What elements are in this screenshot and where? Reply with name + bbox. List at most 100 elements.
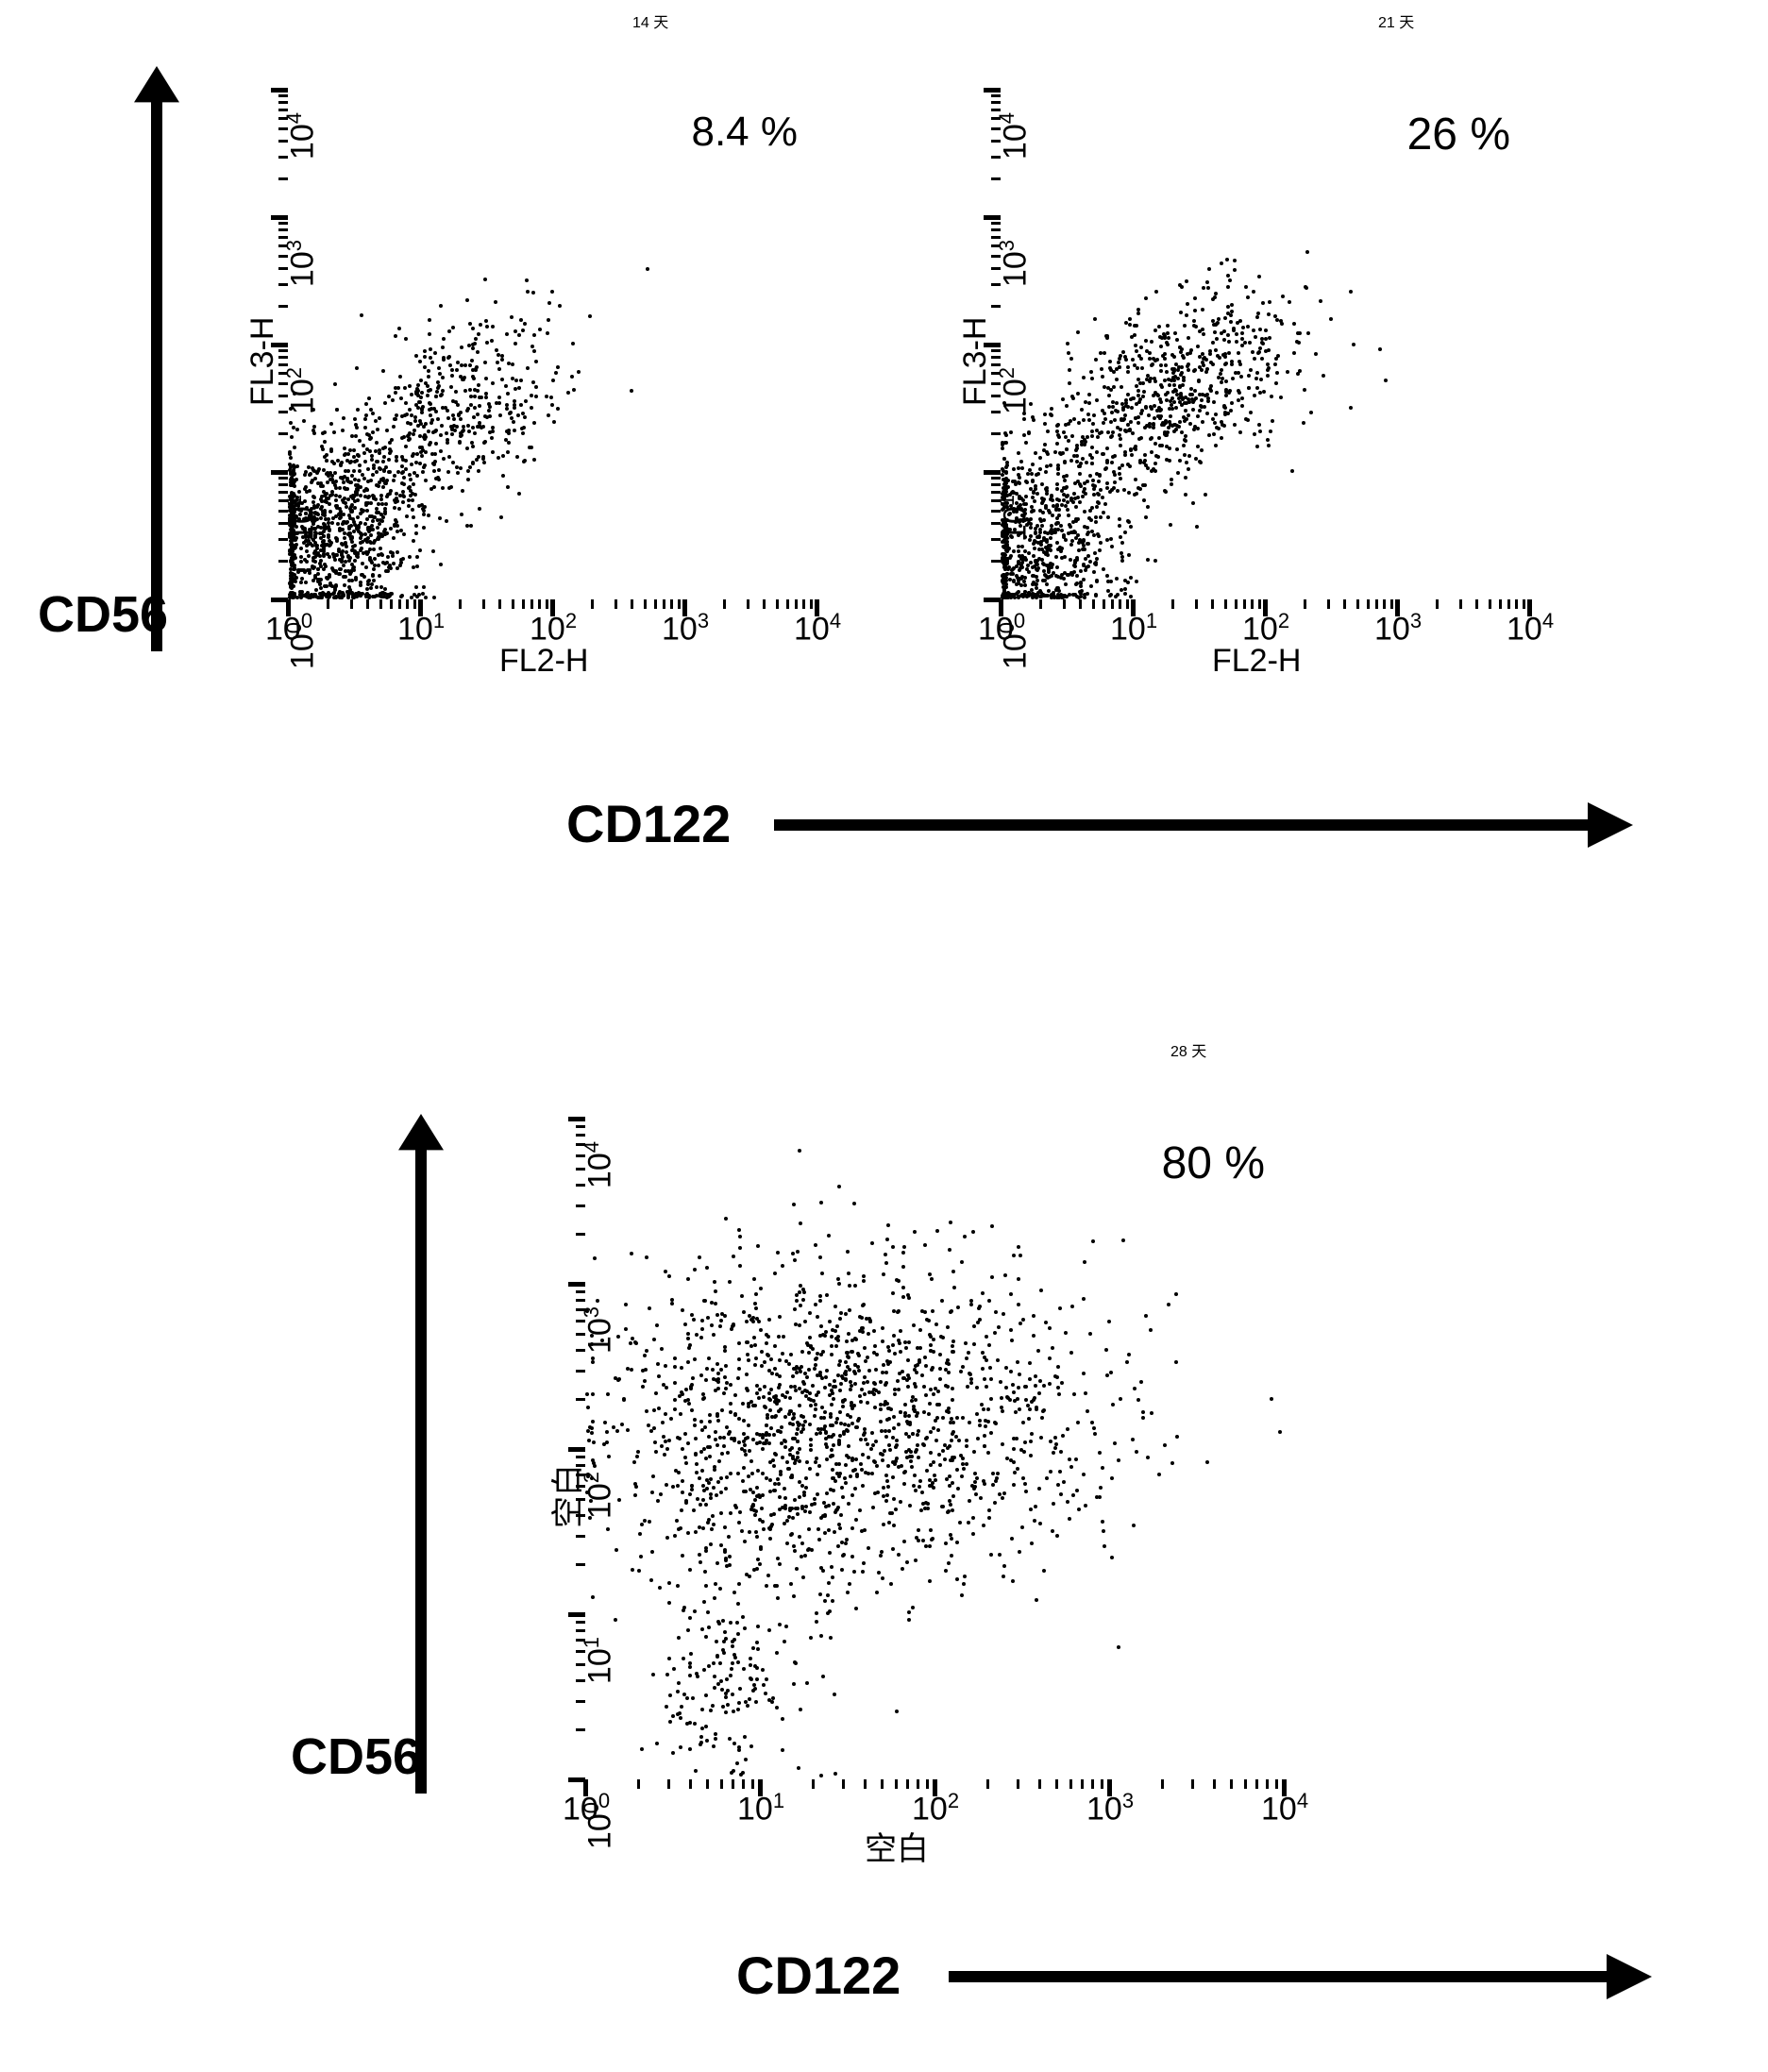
scatter-dot: [1306, 331, 1310, 335]
scatter-dot: [430, 361, 434, 364]
scatter-dot: [463, 363, 467, 367]
scatter-dot: [852, 1370, 856, 1373]
scatter-dot: [901, 1567, 904, 1571]
inner-x-label: FL2-H: [1212, 643, 1301, 680]
scatter-dot: [471, 445, 475, 448]
scatter-dot: [671, 1485, 675, 1489]
scatter-dot: [712, 1486, 716, 1490]
scatter-dot: [870, 1390, 874, 1394]
scatter-dot: [1056, 1483, 1060, 1487]
y-tick-label: 104: [282, 112, 321, 160]
scatter-dot: [688, 1747, 692, 1751]
scatter-dot: [965, 1356, 968, 1360]
scatter-dot: [1254, 377, 1258, 380]
scatter-dot: [688, 1721, 692, 1725]
scatter-dot: [1083, 443, 1086, 446]
scatter-dot: [1086, 592, 1089, 596]
scatter-dot: [791, 1423, 795, 1426]
scatter-dot: [1130, 406, 1134, 410]
y-tick-label: 102: [580, 1472, 618, 1519]
scatter-dot: [930, 1277, 934, 1281]
scatter-dot: [418, 462, 422, 465]
scatter-dot: [1150, 340, 1153, 344]
scatter-dot: [648, 1520, 651, 1524]
scatter-dot: [413, 415, 417, 419]
scatter-dot: [809, 1404, 813, 1407]
scatter-dot: [737, 1417, 741, 1421]
scatter-dot: [723, 1349, 727, 1353]
scatter-dot: [828, 1320, 832, 1323]
scatter-dot: [982, 1407, 985, 1411]
scatter-dot: [404, 445, 408, 448]
scatter-dot: [1141, 1410, 1145, 1414]
scatter-dot: [852, 1570, 856, 1574]
scatter-dot: [765, 1333, 768, 1337]
scatter-dot: [1153, 462, 1157, 465]
scatter-dot: [1069, 459, 1073, 463]
scatter-dot: [1176, 368, 1180, 372]
scatter-dot: [370, 582, 374, 586]
scatter-dot: [716, 1313, 719, 1317]
scatter-dot: [914, 1398, 918, 1402]
scatter-dot: [1268, 300, 1271, 304]
scatter-dot: [799, 1304, 802, 1307]
y-tick-label: 101: [995, 495, 1034, 542]
scatter-dot: [530, 406, 533, 410]
scatter-dot: [1252, 290, 1255, 294]
scatter-dot: [738, 1246, 742, 1250]
scatter-dot: [1111, 430, 1115, 434]
scatter-dot: [1229, 320, 1233, 324]
scatter-dot: [1201, 308, 1204, 312]
scatter-dot: [1144, 296, 1148, 300]
scatter-dot: [711, 1368, 715, 1372]
scatter-dot: [850, 1526, 854, 1530]
scatter-dot: [1194, 457, 1198, 461]
scatter-dot: [792, 1416, 796, 1420]
scatter-dot: [845, 1339, 849, 1343]
scatter-dot: [850, 1493, 854, 1497]
scatter-dot: [650, 1491, 654, 1494]
scatter-dot: [1182, 415, 1186, 419]
scatter-dot: [1089, 518, 1093, 522]
scatter-dot: [756, 1244, 760, 1248]
scatter-dot: [375, 483, 379, 487]
scatter-dot: [1121, 350, 1125, 354]
scatter-dot: [1130, 335, 1134, 339]
scatter-dot: [1018, 1373, 1021, 1376]
scatter-dot: [695, 1471, 699, 1474]
scatter-dot: [819, 1634, 823, 1638]
scatter-dot: [1024, 1398, 1028, 1402]
scatter-dot: [787, 1362, 791, 1366]
scatter-dot: [861, 1326, 865, 1330]
scatter-dot: [951, 1494, 955, 1498]
scatter-dot: [720, 1688, 724, 1692]
scatter-dot: [1123, 592, 1127, 596]
scatter-dot: [759, 1287, 763, 1290]
scatter-dot: [1152, 394, 1155, 397]
scatter-dot: [1275, 371, 1279, 375]
scatter-dot: [667, 1657, 671, 1660]
scatter-dot: [825, 1491, 829, 1495]
scatter-dot: [1044, 504, 1048, 508]
scatter-dot: [461, 378, 464, 381]
scatter-dot: [761, 1472, 765, 1475]
scatter-dot: [1224, 394, 1228, 397]
scatter-dot: [1164, 363, 1168, 367]
scatter-dot: [511, 362, 514, 366]
scatter-dot: [1159, 345, 1163, 348]
scatter-dot: [1217, 427, 1221, 430]
scatter-dot: [747, 1358, 750, 1362]
scatter-dot: [1202, 363, 1205, 367]
scatter-dot: [979, 1496, 983, 1500]
scatter-dot: [698, 1525, 701, 1529]
scatter-dot: [766, 1416, 769, 1420]
scatter-dot: [1047, 570, 1051, 574]
scatter-dot: [1023, 1482, 1027, 1486]
scatter-dot: [1096, 500, 1100, 504]
scatter-dot: [1133, 493, 1137, 497]
scatter-dot: [858, 1394, 862, 1398]
scatter-dot: [798, 1149, 801, 1153]
scatter-dot: [689, 1387, 693, 1390]
scatter-dot: [332, 462, 336, 465]
scatter-dot: [1069, 419, 1072, 423]
